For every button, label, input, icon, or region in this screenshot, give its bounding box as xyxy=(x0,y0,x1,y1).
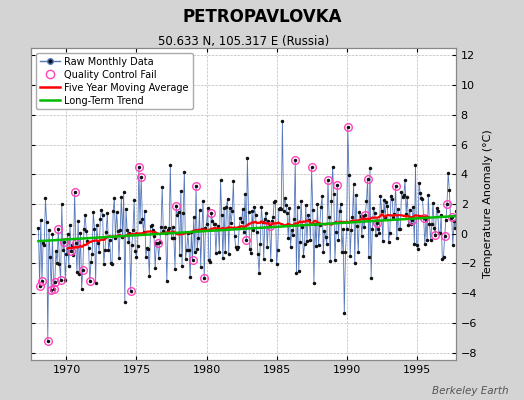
Y-axis label: Temperature Anomaly (°C): Temperature Anomaly (°C) xyxy=(483,130,493,278)
Text: PETROPAVLOVKA: PETROPAVLOVKA xyxy=(182,8,342,26)
Legend: Raw Monthly Data, Quality Control Fail, Five Year Moving Average, Long-Term Tren: Raw Monthly Data, Quality Control Fail, … xyxy=(36,53,193,109)
Title: 50.633 N, 105.317 E (Russia): 50.633 N, 105.317 E (Russia) xyxy=(158,35,329,48)
Text: Berkeley Earth: Berkeley Earth xyxy=(432,386,508,396)
